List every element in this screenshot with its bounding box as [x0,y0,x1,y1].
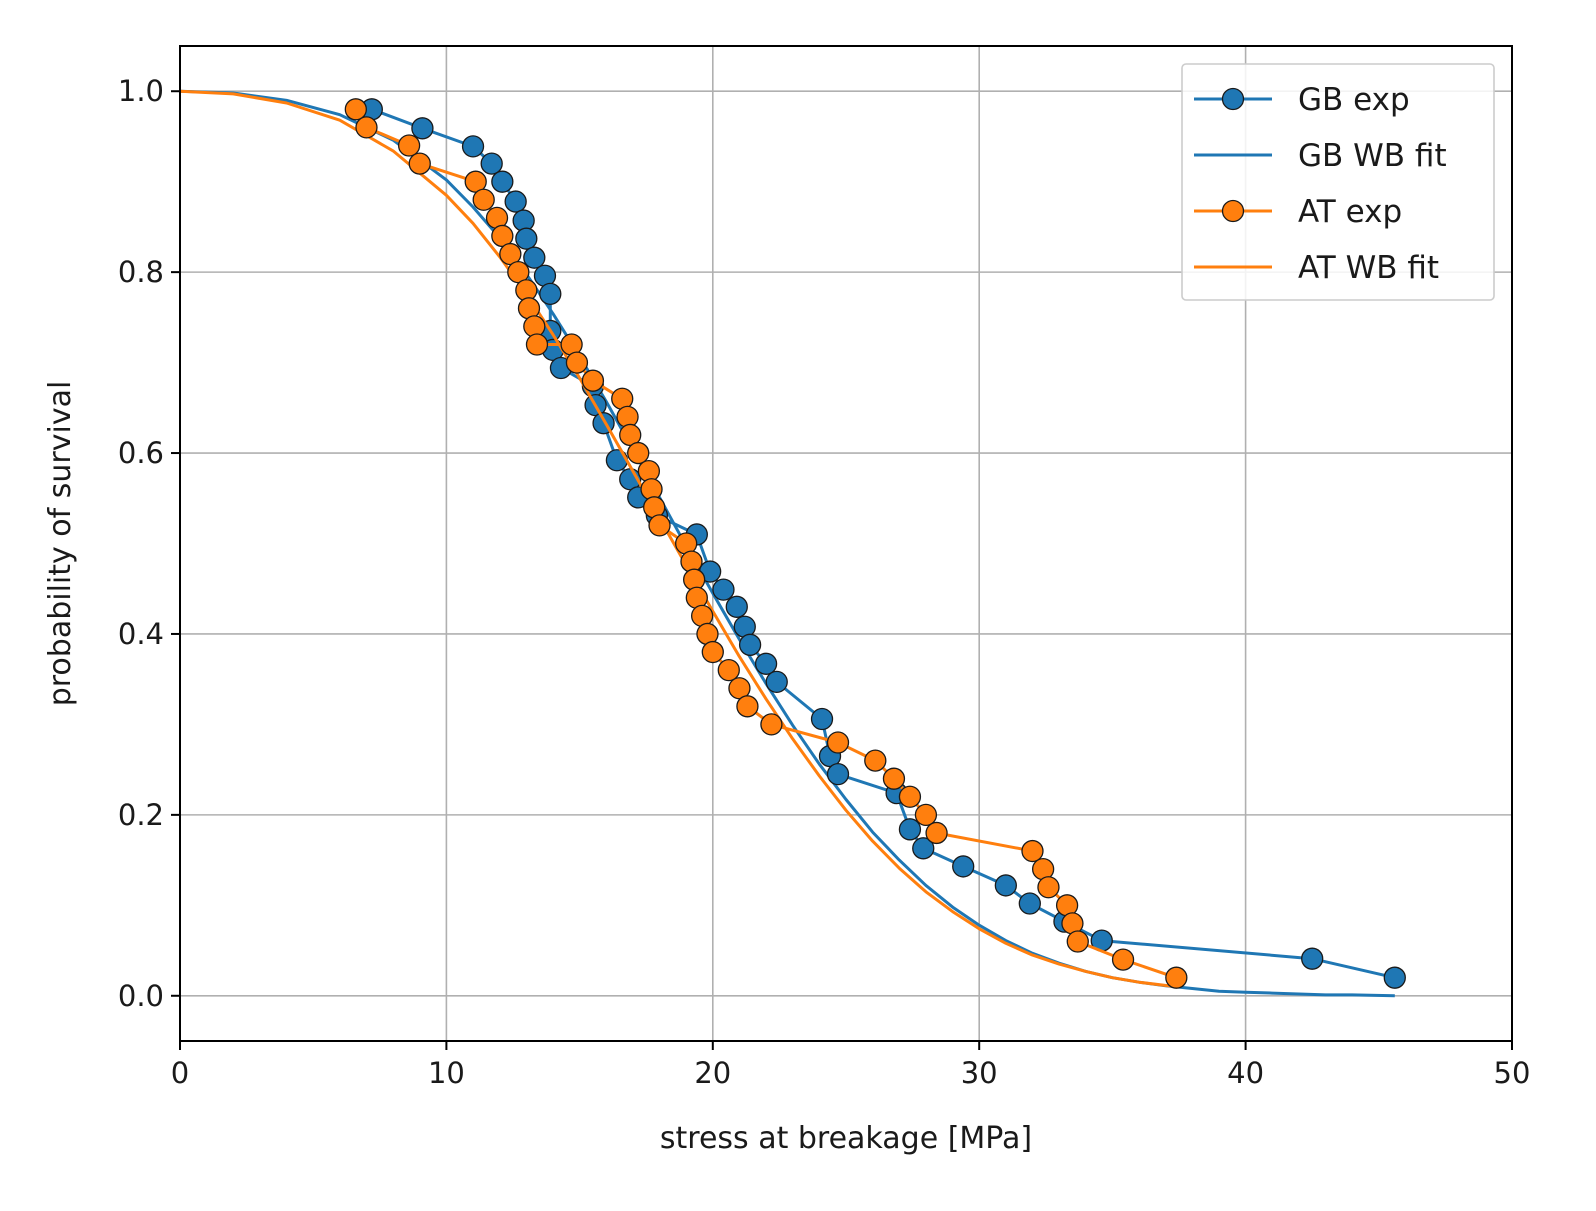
data-point-gb-exp [994,874,1017,897]
axes-frame [179,45,1513,1042]
data-point-at-exp [344,98,367,121]
y-axis-label: probability of survival [43,381,78,707]
legend-entry-gb-wb-fit: GB WB fit [1194,138,1447,174]
data-point-at-exp [701,640,724,664]
series-at-exp [344,98,1188,989]
data-point-at-exp [864,749,887,772]
legend: GB exp GB WB fit AT exp AT WB fit [1181,63,1495,301]
data-point-gb-exp [1301,947,1324,970]
data-point-gb-exp [712,578,735,601]
y-tick-label: 0.4 [118,617,164,651]
series-gb-wb-fit [179,89,1395,998]
data-point-at-exp [565,351,589,374]
data-point-at-exp [648,514,671,537]
data-point-gb-exp [898,818,922,841]
data-point-gb-exp [1018,892,1041,915]
y-tick-label: 0.8 [118,255,164,289]
legend-entry-at-wb-fit: AT WB fit [1194,250,1439,286]
tick-marks: 0 10 20 30 40 50 0.0 0.2 0.4 0.6 0.8 1.0 [118,74,1531,1090]
data-point-gb-exp [461,135,485,158]
x-tick-label: 30 [961,1056,998,1090]
data-point-at-exp [736,695,759,718]
legend-label: GB WB fit [1298,138,1447,174]
data-point-gb-exp [523,246,546,269]
legend-swatch-marker [1221,87,1245,111]
legend-entry-at-exp: AT exp [1194,194,1402,230]
data-point-gb-exp [411,117,434,140]
legend-entry-gb-exp: GB exp [1194,82,1410,118]
data-point-gb-exp [826,763,850,786]
legend-label: AT exp [1298,194,1402,230]
data-point-gb-exp [952,855,975,878]
data-point-gb-exp [810,707,834,731]
data-point-gb-exp [912,837,935,860]
data-point-at-exp [826,731,850,754]
data-point-gb-exp [738,633,762,656]
data-point-at-exp [1066,930,1089,953]
data-point-at-exp [1165,966,1188,989]
data-point-gb-exp [504,190,527,213]
y-tick-label: 0.0 [118,979,164,1013]
data-point-at-exp [525,333,549,356]
data-point-at-exp [914,803,938,827]
data-point-at-exp [925,821,948,845]
x-tick-label: 40 [1227,1056,1264,1090]
y-tick-label: 0.6 [118,436,164,470]
data-point-at-exp [898,785,922,808]
x-axis-label: stress at breakage [MPa] [660,1121,1032,1156]
data-point-gb-exp [491,170,514,193]
legend-frame [1181,63,1495,301]
data-point-at-exp [581,369,605,392]
data-point-gb-exp [539,282,562,305]
data-point-at-exp [397,134,421,157]
data-point-gb-exp [725,595,748,618]
data-point-gb-exp [765,670,788,694]
data-point-gb-exp [754,652,778,675]
series-at-wb-fit [179,89,1177,989]
legend-label: GB exp [1298,82,1410,118]
legend-swatch-marker [1221,199,1245,223]
series-gb-exp [360,98,1406,989]
data-point-at-exp [355,116,378,139]
plot-area [179,89,1406,998]
data-point-at-exp [1111,948,1135,971]
data-point-gb-exp [1383,966,1406,989]
x-tick-label: 10 [428,1056,465,1090]
series-line-gb-wb-fit [179,89,1395,998]
data-point-at-exp [627,441,650,465]
data-point-gb-exp [515,227,538,250]
y-tick-label: 0.2 [118,798,164,832]
data-point-at-exp [1021,839,1044,863]
data-point-at-exp [1037,876,1060,899]
data-point-at-exp [882,767,906,790]
x-tick-label: 0 [171,1056,189,1090]
x-tick-label: 20 [694,1056,731,1090]
legend-label: AT WB fit [1298,250,1439,286]
data-point-at-exp [408,152,431,175]
data-point-at-exp [472,188,495,211]
data-point-at-exp [760,713,783,736]
data-point-gb-exp [480,152,503,175]
y-tick-label: 1.0 [118,74,164,108]
x-tick-label: 50 [1494,1056,1531,1090]
series-line-at-wb-fit [179,89,1177,989]
data-point-at-exp [717,658,740,682]
